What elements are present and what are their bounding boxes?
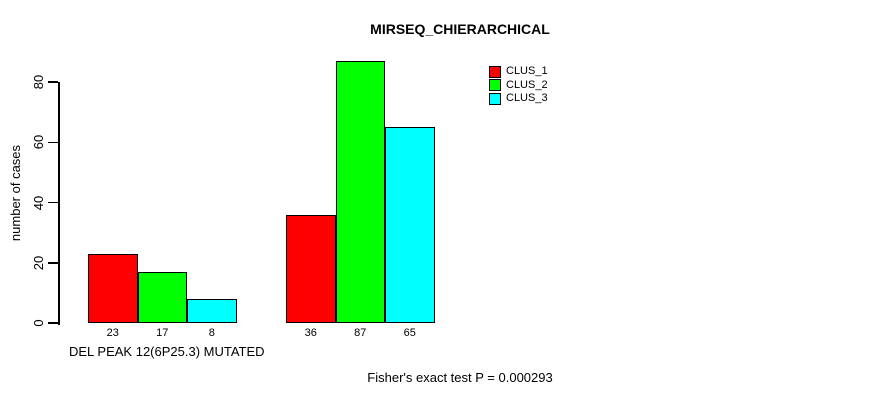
- legend-item-label: CLUS_2: [506, 78, 548, 91]
- y-axis-tick-label: 80: [31, 74, 46, 90]
- y-axis-label: number of cases: [8, 144, 23, 242]
- legend-item: CLUS_3: [489, 92, 548, 106]
- bar-value-label: 17: [156, 327, 169, 339]
- legend-swatch: [489, 92, 501, 105]
- y-axis-tick-label: 60: [31, 135, 46, 150]
- y-axis-tick: [48, 81, 58, 83]
- bar-clus_3-group2: [385, 127, 435, 323]
- y-axis-tick-label: 20: [31, 255, 46, 270]
- bar-value-label: 65: [403, 327, 416, 339]
- legend-swatch: [489, 79, 501, 92]
- y-axis-tick: [48, 201, 58, 204]
- legend-item-label: CLUS_3: [506, 92, 548, 105]
- bar-clus_1-group1: [88, 253, 138, 323]
- bar-clus_2-group1: [137, 271, 187, 323]
- legend: CLUS_1 CLUS_2 CLUS_3: [489, 65, 548, 106]
- y-axis-tick: [48, 141, 58, 143]
- bar-value-label: 87: [354, 327, 367, 339]
- x-axis-label: DEL PEAK 12(6P25.3) MUTATED: [69, 344, 265, 359]
- legend-item: CLUS_2: [489, 79, 548, 93]
- chart-title: MIRSEQ_CHIERARCHICAL: [370, 21, 550, 37]
- bar-value-label: 23: [106, 327, 119, 339]
- y-axis-tick-label: 0: [31, 319, 46, 327]
- bar-clus_2-group2: [335, 60, 385, 323]
- y-axis-tick: [48, 262, 58, 264]
- y-axis-line: [58, 82, 60, 325]
- bar-clus_1-group2: [286, 214, 336, 323]
- legend-swatch: [489, 65, 501, 78]
- bar-value-label: 8: [208, 327, 215, 339]
- legend-item: CLUS_1: [489, 65, 548, 79]
- bar-value-label: 36: [304, 327, 317, 339]
- legend-item-label: CLUS_1: [506, 65, 548, 78]
- y-axis-tick: [48, 322, 58, 324]
- bar-clus_3-group1: [187, 298, 237, 323]
- y-axis-tick-label: 40: [31, 195, 46, 210]
- p-value-annotation: Fisher's exact test P = 0.000293: [367, 370, 553, 385]
